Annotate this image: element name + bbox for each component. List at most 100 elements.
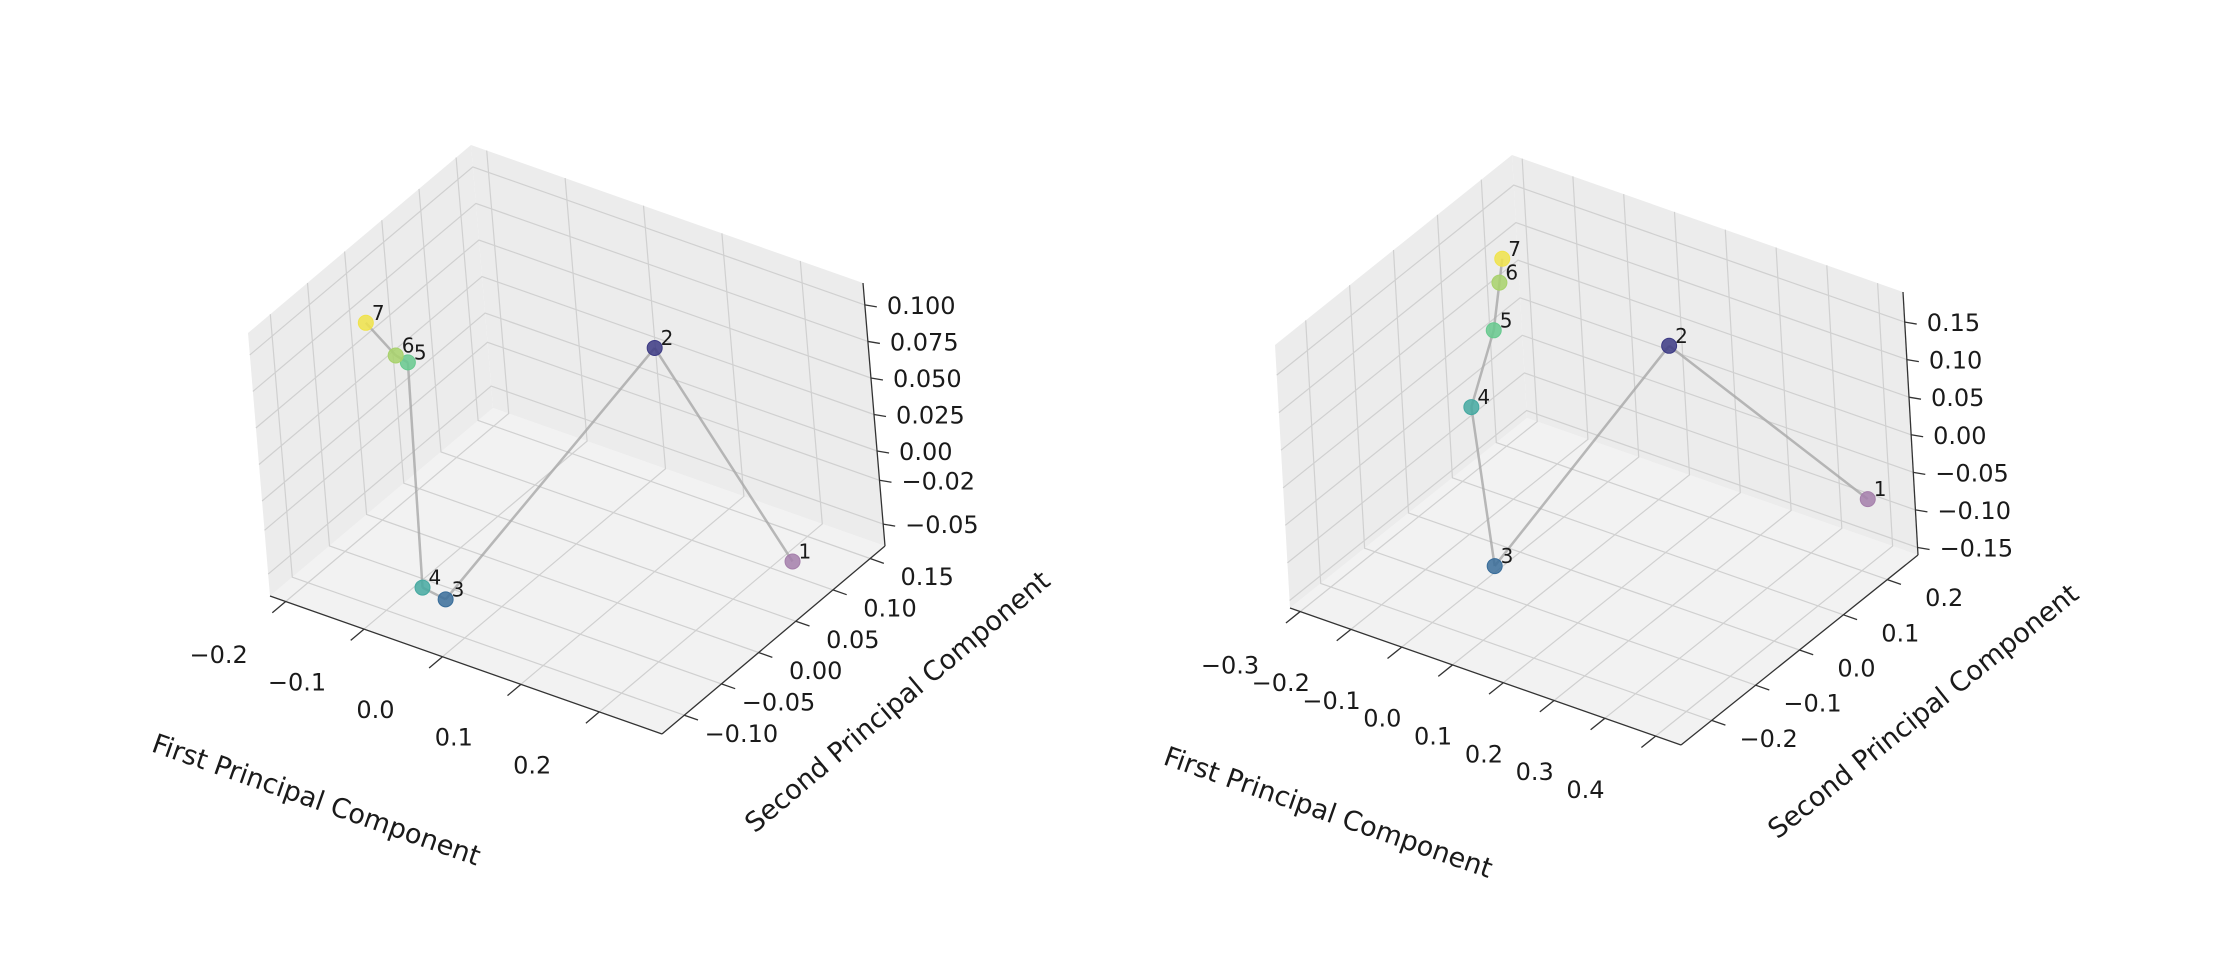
edge-2-3 [444, 347, 656, 601]
x-tick [428, 656, 443, 669]
y-tick-label: 0.10 [863, 594, 916, 622]
edge-4-5 [1470, 329, 1495, 408]
edge-3-4 [1470, 406, 1496, 567]
z-tick-label: 0.00 [899, 438, 952, 466]
z-grid-line [1278, 221, 1908, 414]
y-grid-line [306, 282, 722, 685]
x-tick-label: −0.1 [1302, 687, 1360, 715]
grid-lines [1276, 158, 1918, 737]
z-tick-label: −0.15 [1940, 534, 2014, 562]
point-label-3: 3 [452, 577, 465, 601]
y-grid-line [344, 251, 759, 654]
data-point-3 [437, 591, 454, 608]
x-tick [1437, 664, 1453, 677]
x-tick-label: 0.1 [1414, 723, 1452, 751]
z-tick [873, 413, 887, 418]
y-tick-label: 0.00 [789, 657, 842, 685]
x-tick [585, 711, 600, 724]
x-tick-label: 0.4 [1566, 776, 1604, 804]
data-point-2 [646, 339, 663, 356]
point-label-5: 5 [1500, 308, 1513, 332]
x-tick-label: 0.1 [435, 724, 473, 752]
z-tick [883, 523, 896, 527]
z-grid-line [1282, 297, 1912, 489]
z-tick-label: −0.10 [1937, 497, 2011, 525]
point-label-7: 7 [372, 301, 385, 325]
z-grid-line [1284, 334, 1914, 526]
edge-1-2 [1668, 344, 1869, 501]
points: 1 2 3 4 5 67 [1463, 237, 1887, 575]
data-point-6 [1491, 274, 1508, 291]
y-grid-line [381, 220, 796, 622]
z-ticks: −0.15 −0.10 −0.05 0.00 0.05 0.10 0.15 [1904, 309, 2014, 562]
z-grid-line [255, 239, 872, 429]
y-grid-line [269, 314, 685, 716]
z-tick-label: 0.050 [893, 365, 962, 393]
x-grid-line [285, 150, 510, 602]
y-grid-line [1436, 214, 1844, 616]
edge-2-3 [1493, 345, 1671, 567]
point-label-3: 3 [1501, 544, 1514, 568]
z-grid-line [1289, 409, 1918, 601]
data-point-5 [1485, 322, 1502, 339]
point-label-2: 2 [661, 326, 674, 350]
data-point-4 [1463, 399, 1480, 416]
z-grid-line [264, 341, 880, 531]
x-tick-label: 0.3 [1516, 758, 1554, 786]
z-tick-label: 0.100 [887, 292, 956, 320]
y-tick-label: −0.10 [705, 720, 779, 748]
z-tick [1915, 509, 1928, 513]
x-tick-label: −0.1 [268, 668, 326, 696]
grid-lines [249, 150, 884, 716]
y-tick [832, 589, 847, 596]
x-grid-line [363, 178, 588, 630]
x-tick [1336, 628, 1352, 642]
z-tick-label: 0.15 [1927, 309, 1980, 337]
z-tick [1913, 471, 1926, 475]
point-label-2: 2 [1675, 324, 1688, 348]
z-tick [1904, 321, 1917, 325]
y-tick-label: −0.1 [1783, 690, 1841, 718]
z-tick [1908, 396, 1922, 400]
y-tick [1755, 684, 1770, 691]
x-tick-label: −0.3 [1201, 651, 1259, 679]
z-tick [870, 377, 884, 381]
data-point-6 [387, 347, 404, 364]
x-grid-line [1350, 176, 1589, 630]
edge-4-5 [406, 362, 424, 588]
y-ticks: −0.2 −0.1 0.00.10.2 [1711, 579, 1963, 753]
data-point-3 [1486, 558, 1503, 575]
y-tick [1799, 649, 1814, 656]
x-grid-line [1553, 247, 1792, 701]
y-tick-label: 0.05 [826, 626, 879, 654]
x-grid-line [598, 260, 823, 713]
data-point-1 [1859, 491, 1876, 508]
chart-left: −0.2−0.10.00.10.2−0.10−0.050.000.050.100… [148, 145, 1056, 872]
x-tick [1539, 700, 1555, 713]
data-point-2 [1661, 337, 1678, 354]
z-tick [867, 340, 880, 345]
point-label-1: 1 [1874, 477, 1887, 501]
x-tick [350, 628, 365, 641]
z-tick [879, 479, 892, 483]
data-point-1 [784, 553, 801, 570]
z-tick-label: −0.02 [902, 467, 976, 495]
y-tick-label: −0.05 [742, 688, 816, 716]
y-tick [795, 620, 810, 627]
z-tick-label: 0.075 [890, 328, 959, 356]
point-label-4: 4 [429, 566, 442, 590]
y-tick [869, 557, 885, 564]
z-tick-label: 0.025 [896, 402, 965, 430]
y-tick-label: 0.15 [900, 563, 953, 591]
x-axis-line [1289, 607, 1682, 746]
y-tick [721, 683, 736, 690]
z-tick [1911, 434, 1924, 438]
y-tick [1711, 719, 1726, 726]
z-grid-line [261, 312, 878, 502]
z-tick [864, 304, 877, 308]
back-wall-pane [1512, 155, 1918, 555]
x-grid-line [1604, 265, 1843, 719]
point-label-7: 7 [1508, 237, 1521, 261]
x-grid-line [1452, 211, 1691, 666]
